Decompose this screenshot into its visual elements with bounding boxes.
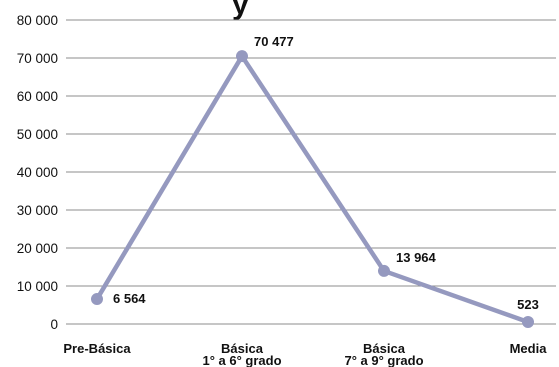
- chart-title-fragment: y: [232, 0, 249, 21]
- data-point: [236, 50, 248, 63]
- y-tick-label: 60 000: [17, 89, 58, 104]
- x-category-label: Básica: [363, 341, 406, 356]
- x-category-label: 1° a 6° grado: [202, 353, 281, 367]
- y-tick-label: 80 000: [17, 13, 58, 28]
- x-category-label: Media: [510, 341, 548, 356]
- y-tick-label: 40 000: [17, 165, 58, 180]
- y-tick-label: 50 000: [17, 127, 58, 142]
- series-line: [94, 53, 531, 325]
- data-label: 13 964: [396, 250, 437, 265]
- data-label: 6 564: [113, 291, 146, 306]
- x-category-label: Básica: [221, 341, 264, 356]
- x-category-label: 7° a 9° grado: [344, 353, 423, 367]
- data-point: [91, 293, 103, 306]
- data-label: 523: [517, 297, 539, 312]
- y-tick-label: 10 000: [17, 279, 58, 294]
- data-label: 70 477: [254, 34, 294, 49]
- x-category-label: Pre-Básica: [63, 341, 131, 356]
- y-tick-label: 0: [50, 317, 58, 332]
- y-tick-label: 70 000: [17, 51, 58, 66]
- y-tick-label: 30 000: [17, 203, 58, 218]
- y-tick-label: 20 000: [17, 241, 58, 256]
- data-point: [378, 264, 390, 277]
- data-point: [522, 316, 534, 329]
